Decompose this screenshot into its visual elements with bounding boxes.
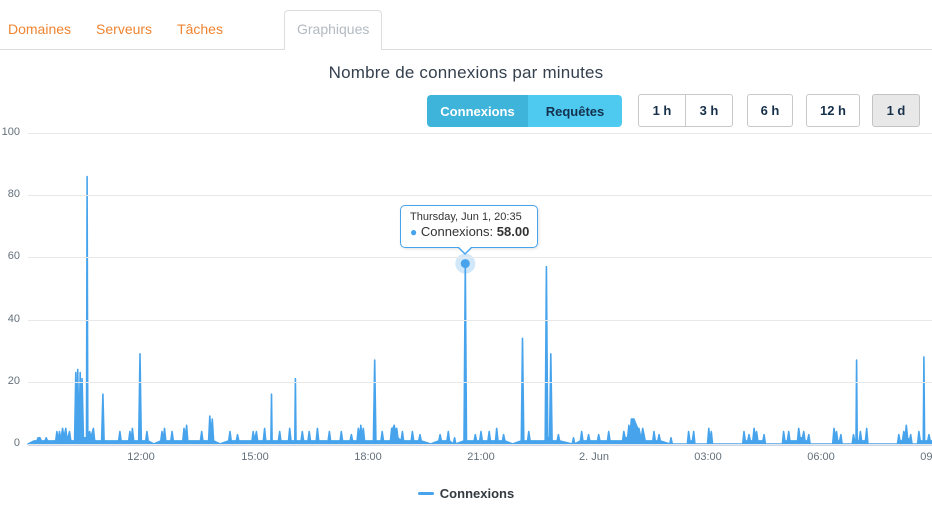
y-axis-label: 80 xyxy=(7,188,20,200)
range-12h-button[interactable]: 12 h xyxy=(806,94,860,127)
y-axis-label: 40 xyxy=(7,313,20,325)
gridline xyxy=(28,320,932,321)
legend-item-connexions[interactable]: Connexions xyxy=(417,486,515,501)
tab-taches[interactable]: Tâches xyxy=(177,21,223,37)
range-3h-button[interactable]: 3 h xyxy=(685,94,733,127)
tooltip-series-value: 58.00 xyxy=(496,224,530,239)
tooltip-value-line: ● Connexions: 58.00 xyxy=(410,224,530,239)
y-axis-label: 100 xyxy=(1,126,20,138)
gridline xyxy=(28,444,932,445)
toggle-requetes-button[interactable]: Requêtes xyxy=(528,95,622,127)
gridline xyxy=(28,257,932,258)
tooltip-series-bullet-icon: ● xyxy=(410,225,418,239)
gridline xyxy=(28,133,932,134)
x-axis-label: 21:00 xyxy=(467,451,495,463)
chart-title: Nombre de connexions par minutes xyxy=(328,63,604,82)
y-axis-label: 20 xyxy=(7,375,20,387)
x-axis-label: 18:00 xyxy=(354,451,382,463)
x-axis-label: 03:00 xyxy=(694,451,722,463)
x-axis-label: 09:00 xyxy=(920,451,932,463)
hover-marker-dot xyxy=(460,259,470,269)
series-toggle-group: Connexions Requêtes xyxy=(427,95,622,127)
tab-bar: Domaines Serveurs Tâches Graphiques xyxy=(0,0,932,50)
x-axis-label: 2. Jun xyxy=(579,451,609,463)
series-connexions-path xyxy=(27,175,932,445)
x-axis-line xyxy=(28,445,932,446)
chart-tooltip: Thursday, Jun 1, 20:35 ● Connexions: 58.… xyxy=(400,205,538,255)
tab-serveurs[interactable]: Serveurs xyxy=(96,21,153,37)
y-axis-label: 60 xyxy=(7,250,20,262)
x-axis-label: 15:00 xyxy=(241,451,269,463)
x-axis-label: 12:00 xyxy=(127,451,155,463)
tab-graphiques[interactable]: Graphiques xyxy=(283,10,383,50)
gridline xyxy=(28,195,932,196)
toggle-connexions-button[interactable]: Connexions xyxy=(427,95,528,127)
legend-line-icon xyxy=(417,492,434,495)
range-1h-button[interactable]: 1 h xyxy=(638,94,686,127)
y-axis-label: 0 xyxy=(13,437,20,449)
range-1d-button[interactable]: 1 d xyxy=(872,94,920,127)
tab-domaines[interactable]: Domaines xyxy=(8,21,72,37)
tooltip-series-label: Connexions: xyxy=(420,224,494,239)
legend-label: Connexions xyxy=(439,486,515,501)
time-range-group: 1 h 3 h 6 h 12 h 1 d xyxy=(638,94,920,127)
chart-legend: Connexions xyxy=(0,486,932,501)
hover-marker-halo xyxy=(455,253,476,274)
tooltip-datetime: Thursday, Jun 1, 20:35 xyxy=(410,211,522,223)
gridline xyxy=(28,382,932,383)
x-axis-label: 06:00 xyxy=(807,451,835,463)
range-6h-button[interactable]: 6 h xyxy=(747,94,793,127)
